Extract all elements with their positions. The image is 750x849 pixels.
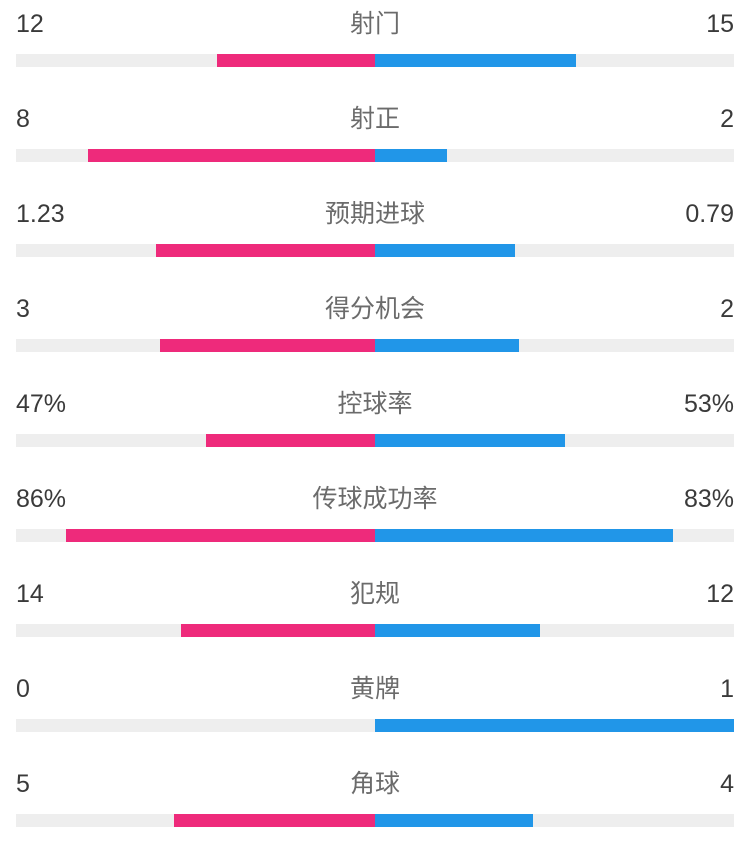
stat-label: 角球 <box>30 764 720 800</box>
stat-label: 射门 <box>44 4 706 40</box>
stat-bar-right-fill <box>375 529 673 542</box>
stat-bar-left-half <box>16 624 375 637</box>
stat-bar-right-half <box>375 624 734 637</box>
stat-value-left: 0 <box>16 675 30 704</box>
stat-value-right: 1 <box>720 675 734 704</box>
stat-header: 47%控球率53% <box>16 384 734 420</box>
stat-value-left: 3 <box>16 295 30 324</box>
stat-bar-right-half <box>375 339 734 352</box>
stat-row: 5角球4 <box>16 764 734 827</box>
stat-bar-left-half <box>16 434 375 447</box>
stat-bar-left-fill <box>174 814 375 827</box>
stat-value-left: 47% <box>16 390 66 419</box>
match-stats-container: 12射门158射正21.23预期进球0.793得分机会247%控球率53%86%… <box>16 4 734 827</box>
stat-bar-track <box>16 339 734 352</box>
stat-bar-right-half <box>375 54 734 67</box>
stat-value-right: 2 <box>720 105 734 134</box>
stat-value-right: 4 <box>720 770 734 799</box>
stat-bar-track <box>16 624 734 637</box>
stat-bar-right-half <box>375 244 734 257</box>
stat-header: 8射正2 <box>16 99 734 135</box>
stat-value-left: 12 <box>16 10 44 39</box>
stat-value-right: 0.79 <box>685 200 734 229</box>
stat-bar-right-fill <box>375 54 576 67</box>
stat-bar-track <box>16 814 734 827</box>
stat-label: 射正 <box>30 99 720 135</box>
stat-bar-left-half <box>16 149 375 162</box>
stat-bar-right-half <box>375 434 734 447</box>
stat-row: 8射正2 <box>16 99 734 162</box>
stat-header: 5角球4 <box>16 764 734 800</box>
stat-value-right: 2 <box>720 295 734 324</box>
stat-value-left: 14 <box>16 580 44 609</box>
stat-row: 1.23预期进球0.79 <box>16 194 734 257</box>
stat-row: 3得分机会2 <box>16 289 734 352</box>
stat-bar-left-fill <box>160 339 375 352</box>
stat-bar-right-half <box>375 814 734 827</box>
stat-label: 犯规 <box>44 574 706 610</box>
stat-bar-right-fill <box>375 624 540 637</box>
stat-label: 传球成功率 <box>66 479 684 515</box>
stat-bar-left-fill <box>88 149 375 162</box>
stat-value-right: 83% <box>684 485 734 514</box>
stat-bar-track <box>16 149 734 162</box>
stat-value-right: 12 <box>706 580 734 609</box>
stat-value-right: 15 <box>706 10 734 39</box>
stat-bar-track <box>16 529 734 542</box>
stat-bar-left-half <box>16 814 375 827</box>
stat-label: 控球率 <box>66 384 684 420</box>
stat-bar-right-fill <box>375 339 519 352</box>
stat-bar-right-half <box>375 149 734 162</box>
stat-bar-right-fill <box>375 719 734 732</box>
stat-value-left: 1.23 <box>16 200 65 229</box>
stat-bar-right-fill <box>375 434 565 447</box>
stat-label: 黄牌 <box>30 669 720 705</box>
stat-header: 14犯规12 <box>16 574 734 610</box>
stat-bar-track <box>16 434 734 447</box>
stat-row: 0黄牌1 <box>16 669 734 732</box>
stat-bar-right-fill <box>375 814 533 827</box>
stat-value-left: 86% <box>16 485 66 514</box>
stat-value-left: 8 <box>16 105 30 134</box>
stat-row: 14犯规12 <box>16 574 734 637</box>
stat-bar-left-half <box>16 339 375 352</box>
stat-label: 得分机会 <box>30 289 720 325</box>
stat-row: 86%传球成功率83% <box>16 479 734 542</box>
stat-bar-right-half <box>375 529 734 542</box>
stat-bar-right-half <box>375 719 734 732</box>
stat-header: 12射门15 <box>16 4 734 40</box>
stat-row: 47%控球率53% <box>16 384 734 447</box>
stat-bar-left-half <box>16 719 375 732</box>
stat-bar-left-fill <box>181 624 375 637</box>
stat-bar-track <box>16 719 734 732</box>
stat-header: 3得分机会2 <box>16 289 734 325</box>
stat-value-right: 53% <box>684 390 734 419</box>
stat-bar-right-fill <box>375 244 515 257</box>
stat-bar-left-fill <box>217 54 375 67</box>
stat-bar-track <box>16 244 734 257</box>
stat-label: 预期进球 <box>65 194 686 230</box>
stat-header: 1.23预期进球0.79 <box>16 194 734 230</box>
stat-row: 12射门15 <box>16 4 734 67</box>
stat-bar-right-fill <box>375 149 447 162</box>
stat-header: 0黄牌1 <box>16 669 734 705</box>
stat-bar-left-fill <box>156 244 375 257</box>
stat-bar-left-half <box>16 529 375 542</box>
stat-header: 86%传球成功率83% <box>16 479 734 515</box>
stat-bar-track <box>16 54 734 67</box>
stat-bar-left-fill <box>206 434 375 447</box>
stat-bar-left-half <box>16 54 375 67</box>
stat-value-left: 5 <box>16 770 30 799</box>
stat-bar-left-half <box>16 244 375 257</box>
stat-bar-left-fill <box>66 529 375 542</box>
